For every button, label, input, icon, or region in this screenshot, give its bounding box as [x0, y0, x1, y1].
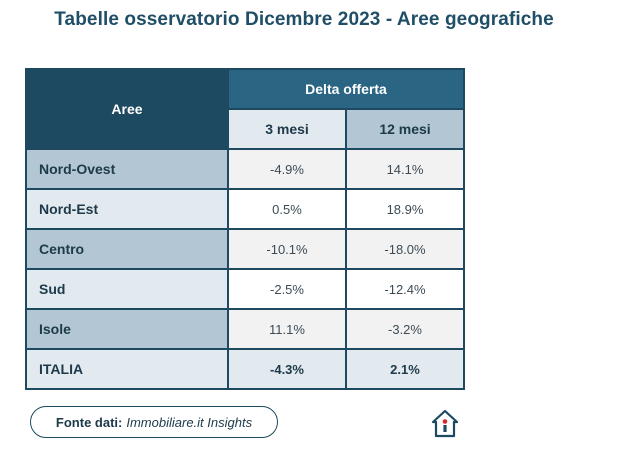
area-cell: Sud [25, 268, 229, 310]
area-cell: Nord-Est [25, 188, 229, 230]
header-12-mesi: 12 mesi [345, 108, 465, 150]
data-source-label: Fonte dati: [55, 414, 123, 430]
page-title: Tabelle osservatorio Dicembre 2023 - Are… [54, 9, 554, 30]
value-12-mesi: 18.9% [345, 188, 465, 230]
area-cell: Centro [25, 228, 229, 270]
value-3-mesi: -10.1% [227, 228, 347, 270]
data-source-name: Immobiliare.it Insights [126, 414, 253, 430]
area-cell: Isole [25, 308, 229, 350]
value-12-mesi: 14.1% [345, 148, 465, 190]
table-row: Nord-Ovest -4.9% 14.1% [25, 148, 465, 190]
house-logo-icon [431, 409, 459, 438]
value-12-mesi: -18.0% [345, 228, 465, 270]
value-3-mesi: 11.1% [227, 308, 347, 350]
data-source-badge: Fonte dati: Immobiliare.it Insights [30, 406, 278, 438]
area-cell-total: ITALIA [25, 348, 229, 390]
table-row-total: ITALIA -4.3% 2.1% [25, 348, 465, 390]
value-12-mesi-total: 2.1% [345, 348, 465, 390]
table-row: Sud -2.5% -12.4% [25, 268, 465, 310]
table-subheader-row: 3 mesi 12 mesi [26, 108, 465, 150]
table-row: Nord-Est 0.5% 18.9% [25, 188, 465, 230]
table-row: Isole 11.1% -3.2% [25, 308, 465, 350]
header-delta-offerta: Delta offerta [227, 68, 465, 110]
value-3-mesi: -2.5% [227, 268, 347, 310]
header-3-mesi: 3 mesi [227, 108, 347, 150]
geographic-areas-table: Aree Delta offerta 3 mesi 12 mesi Nord-O… [25, 68, 465, 390]
value-12-mesi: -12.4% [345, 268, 465, 310]
table-row: Centro -10.1% -18.0% [25, 228, 465, 270]
table-header-row: Aree Delta offerta [25, 68, 465, 150]
value-3-mesi: 0.5% [227, 188, 347, 230]
value-12-mesi: -3.2% [345, 308, 465, 350]
value-3-mesi: -4.9% [227, 148, 347, 190]
header-aree: Aree [25, 68, 229, 150]
value-3-mesi-total: -4.3% [227, 348, 347, 390]
area-cell: Nord-Ovest [25, 148, 229, 190]
